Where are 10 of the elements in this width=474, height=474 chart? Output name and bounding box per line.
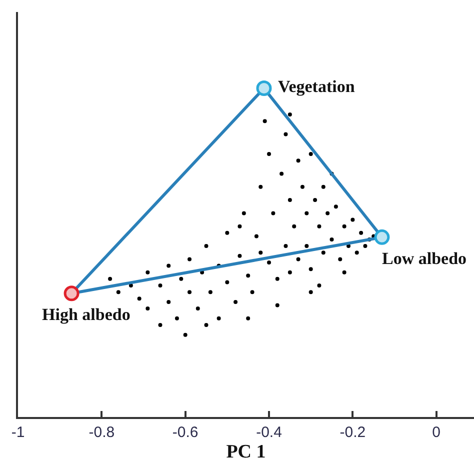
x-tick-label: 0 xyxy=(432,424,441,441)
annotation: High albedo xyxy=(42,305,130,324)
annotation: Vegetation xyxy=(278,77,356,96)
x-tick-label: -0.8 xyxy=(88,424,115,441)
x-tick-label: -1 xyxy=(11,424,25,441)
x-tick-label: -0.2 xyxy=(340,424,366,441)
x-tick-label: -0.6 xyxy=(172,424,198,441)
annotation: Low albedo xyxy=(382,249,467,268)
x-axis-title: PC 1 xyxy=(226,441,266,462)
x-tick-label: -0.4 xyxy=(256,424,282,441)
